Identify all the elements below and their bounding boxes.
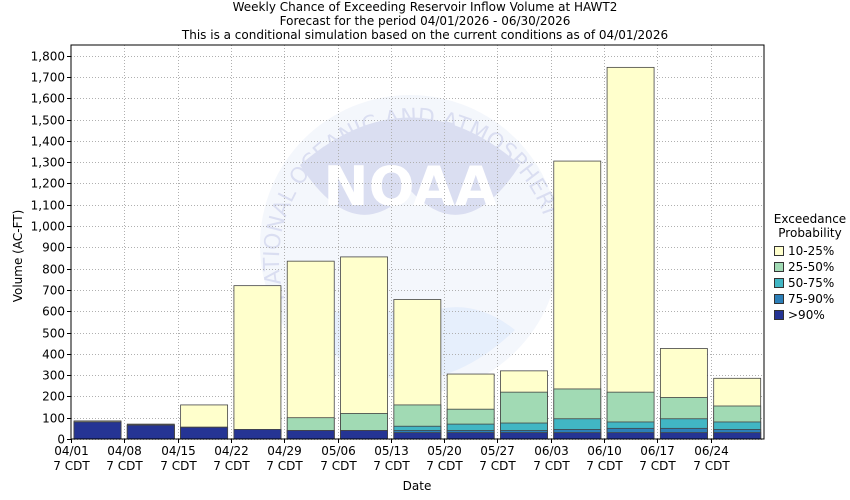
logo-text: NOAA	[323, 155, 496, 218]
bar-04-08-gt90pct	[126, 424, 175, 440]
y-tick-label: 1,500	[31, 114, 65, 128]
legend-swatch	[774, 294, 784, 304]
y-tick-label: 600	[42, 305, 65, 319]
y-tick-label: 300	[42, 369, 65, 383]
legend: Exceedance Probability 10-25% 25-50% 50-75…	[770, 212, 850, 323]
x-tick-label-time: 7 CDT	[160, 459, 197, 473]
x-tick-label-date: 05/27	[480, 444, 515, 458]
legend-item: 50-75%	[770, 275, 850, 291]
bar-04-29-gt90pct	[286, 430, 335, 440]
y-tick-label: 800	[42, 263, 65, 277]
y-tick-label: 1,400	[31, 135, 65, 149]
y-tick-label: 900	[42, 241, 65, 255]
plot-area-frame	[70, 44, 765, 440]
x-tick-label-date: 04/22	[214, 444, 249, 458]
x-tick-label-time: 7 CDT	[639, 459, 676, 473]
y-tick-label: 0	[57, 433, 65, 447]
y-tick-label: 500	[42, 327, 65, 341]
bar-04-29-10-25pct	[286, 260, 335, 440]
x-tick-label-time: 7 CDT	[213, 459, 250, 473]
x-axis-label: Date	[403, 479, 432, 493]
chart-titles: Weekly Chance of Exceeding Reservoir Inf…	[0, 0, 850, 42]
legend-swatch	[774, 246, 784, 256]
y-tick-label: 1,200	[31, 177, 65, 191]
y-tick-label: 100	[42, 412, 65, 426]
x-tick-label-time: 7 CDT	[586, 459, 623, 473]
bar-05-27-gt90pct	[500, 432, 548, 440]
legend-title-line1: Exceedance	[773, 212, 847, 226]
x-tick-label-time: 7 CDT	[106, 459, 143, 473]
bar-05-20-gt90pct	[446, 432, 495, 440]
bar-05-06-10-25pct	[340, 256, 388, 440]
bar-04-22-gt90pct	[233, 429, 282, 440]
bar-06-24-gt90pct	[713, 432, 762, 440]
legend-item: >90%	[770, 307, 850, 323]
bar-05-13-gt90pct	[393, 432, 442, 440]
y-tick-label: 400	[42, 348, 65, 362]
x-tick-label-time: 7 CDT	[373, 459, 410, 473]
x-tick-label-time: 7 CDT	[479, 459, 516, 473]
legend-swatch	[774, 278, 784, 288]
legend-swatch	[774, 310, 784, 320]
chart-subtitle-conditions: This is a conditional simulation based o…	[181, 28, 669, 42]
legend-label: 75-90%	[788, 292, 835, 306]
y-tick-label: 1,600	[31, 92, 65, 106]
y-tick-label: 1,000	[31, 220, 65, 234]
y-axis-label: Volume (AC-FT)	[11, 210, 25, 303]
legend-title-line2: Probability	[778, 226, 842, 240]
x-tick-label-time: 7 CDT	[426, 459, 463, 473]
y-tick-label: 1,100	[31, 199, 65, 213]
legend-label: 10-25%	[788, 244, 835, 258]
x-tick-label-date: 06/03	[534, 444, 569, 458]
bar-06-10-10-25pct	[606, 66, 655, 440]
legend-item: 10-25%	[770, 243, 850, 259]
x-tick-label-time: 7 CDT	[320, 459, 357, 473]
x-tick-label-time: 7 CDT	[533, 459, 570, 473]
x-tick-label-date: 04/15	[161, 444, 196, 458]
legend-label: 25-50%	[788, 260, 835, 274]
x-tick-label-date: 05/13	[374, 444, 409, 458]
x-tick-label-time: 7 CDT	[266, 459, 303, 473]
bar-05-06-gt90pct	[340, 430, 388, 440]
legend-label: 50-75%	[788, 276, 835, 290]
legend-title: Exceedance Probability	[770, 212, 850, 240]
bar-06-10-gt90pct	[606, 432, 655, 440]
x-tick-label-date: 05/06	[321, 444, 356, 458]
bar-04-22-10-25pct	[233, 285, 282, 440]
bar-04-01-gt90pct	[73, 421, 122, 440]
x-tick-label-date: 04/01	[54, 444, 89, 458]
x-tick-label-time: 7 CDT	[693, 459, 730, 473]
x-tick-label-time: 7 CDT	[53, 459, 90, 473]
bar-04-15-gt90pct	[180, 426, 229, 440]
y-tick-label: 700	[42, 284, 65, 298]
x-tick-label-date: 05/20	[427, 444, 462, 458]
chart-subtitle-period: Forecast for the period 04/01/2026 - 06/…	[279, 14, 571, 28]
stacked-bars	[73, 66, 762, 440]
legend-swatch	[774, 262, 784, 272]
legend-item: 75-90%	[770, 291, 850, 307]
legend-items: 10-25% 25-50% 50-75% 75-90% >90%	[770, 243, 850, 323]
legend-label: >90%	[788, 308, 825, 322]
axes: 0 100 200 300 400 500 600 700 800 900 1,000 1,100 1,…	[31, 44, 765, 473]
y-tick-label: 1,800	[31, 50, 65, 64]
bar-06-17-gt90pct	[659, 432, 708, 440]
x-tick-label-date: 04/29	[267, 444, 302, 458]
x-tick-label-date: 06/17	[640, 444, 675, 458]
x-tick-label-date: 04/08	[107, 444, 142, 458]
x-tick-label-date: 06/24	[694, 444, 729, 458]
logo-ring-bg	[260, 95, 560, 395]
bar-06-03-gt90pct	[553, 432, 602, 440]
x-tick-label-date: 06/10	[587, 444, 622, 458]
legend-item: 25-50%	[770, 259, 850, 275]
y-tick-label: 200	[42, 390, 65, 404]
y-tick-label: 1,700	[31, 71, 65, 85]
y-tick-label: 1,300	[31, 156, 65, 170]
chart-title: Weekly Chance of Exceeding Reservoir Inf…	[232, 0, 618, 14]
